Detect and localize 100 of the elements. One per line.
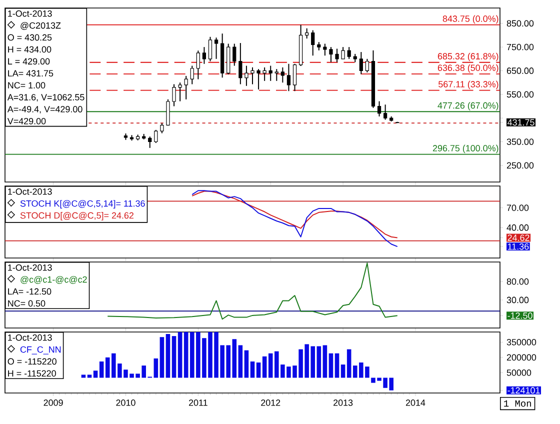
candlestick	[154, 129, 158, 144]
candlestick	[359, 52, 363, 75]
bar	[238, 345, 243, 378]
candlestick	[292, 63, 297, 92]
candlestick	[329, 46, 333, 63]
y-tick-label: 350.00	[506, 138, 534, 145]
annotation: 1-Oct-2013	[8, 10, 52, 17]
bar	[178, 332, 182, 378]
candlestick	[341, 46, 345, 60]
bar	[346, 349, 352, 378]
text: CF_C_NN	[20, 346, 61, 354]
candlestick	[268, 65, 272, 82]
candlestick	[148, 136, 152, 148]
candlestick	[190, 65, 194, 85]
bar	[328, 353, 334, 378]
y-tick-label: 40.00	[506, 224, 529, 231]
ref-line-label: 636.38 (50.0%)	[438, 64, 498, 73]
x-tick-label: 2009	[44, 400, 63, 406]
x-tick-label: 2013	[334, 400, 353, 406]
candlestick	[172, 84, 176, 107]
bar	[81, 374, 86, 378]
candlestick	[256, 68, 260, 90]
bar	[172, 336, 176, 378]
y-tick-label: -12.50	[508, 312, 532, 319]
y-tick-label: 80.00	[506, 278, 529, 285]
candlestick	[305, 28, 309, 40]
bar	[334, 353, 340, 378]
annotation: H = 434.00	[8, 46, 52, 53]
line-series	[107, 262, 398, 320]
ref-line-label: 567.11 (33.3%)	[438, 80, 498, 90]
y-tick-label: -124101	[508, 387, 540, 394]
candlestick	[286, 63, 291, 92]
x-tick-label: 2012	[261, 400, 280, 406]
legend-label: @C2013Z	[20, 22, 61, 30]
candlestick	[232, 43, 236, 66]
annotation: A=-49.4, V=429.00	[7, 106, 82, 114]
text: STOCH K[@C@C,5,14]= 11.36	[20, 200, 145, 208]
annotation: A=31.6, V=1062.55	[7, 94, 84, 102]
bar	[99, 361, 104, 378]
bar	[256, 362, 261, 378]
annotation: LA= 431.75	[8, 70, 54, 77]
bar	[340, 364, 346, 378]
candlestick	[347, 46, 351, 60]
annotation: 1-Oct-2013	[8, 264, 52, 271]
candlestick	[178, 82, 182, 102]
bar	[166, 334, 170, 378]
candlestick	[280, 66, 284, 84]
candlestick	[196, 50, 200, 80]
bar	[262, 356, 267, 378]
candlestick	[202, 46, 206, 64]
candlestick	[377, 100, 382, 117]
x-axis-title: 1 Mon	[504, 400, 531, 407]
candlestick	[323, 43, 327, 56]
y-tick-label: 350000	[506, 338, 536, 346]
y-tick-label: 650.00	[506, 68, 534, 74]
candlestick	[214, 37, 218, 60]
bar	[316, 346, 322, 378]
candlestick	[238, 42, 242, 85]
text: STOCH D[@C@C,5]= 24.62	[20, 212, 134, 220]
bar	[154, 358, 158, 378]
y-tick-label: 11.36	[508, 243, 529, 250]
candlestick	[335, 48, 339, 63]
y-tick-label: 550.00	[506, 91, 534, 98]
bar	[322, 345, 328, 378]
candlestick	[262, 66, 266, 82]
annotation: L = 429.00	[8, 58, 50, 65]
candlestick	[383, 104, 388, 120]
bar	[93, 370, 98, 378]
y-tick-label: 200000	[506, 354, 536, 361]
annotation: H = -115220	[8, 370, 56, 377]
candlestick	[184, 75, 188, 100]
bar	[184, 332, 188, 378]
candlestick	[160, 122, 164, 134]
annotation: V=429.00	[7, 118, 46, 124]
annotation: LA= -12.50	[8, 288, 52, 295]
x-tick-label: 2010	[116, 400, 136, 406]
annotation: O = -115220	[8, 358, 56, 365]
candlestick	[166, 98, 170, 126]
annotation: NC= 1.00	[8, 82, 46, 88]
annotation: 1-Oct-2013	[8, 188, 52, 195]
y-tick-label: 850.00	[506, 20, 534, 27]
candlestick	[274, 68, 278, 82]
candlestick	[208, 36, 212, 62]
y-tick-label: 50000	[506, 369, 532, 376]
ref-line-label: 843.75 (0.0%)	[442, 15, 498, 24]
ref-line-label: 685.32 (61.8%)	[438, 52, 498, 62]
annotation: 1-Oct-2013	[8, 334, 52, 341]
bar	[244, 350, 249, 378]
y-tick-label: 24.62	[508, 234, 530, 241]
candlestick	[250, 66, 254, 85]
x-tick-label: 2011	[188, 400, 208, 406]
candlestick	[365, 58, 370, 73]
annotation: NC= 0.50	[8, 300, 46, 307]
x-tick-label: 2014	[406, 400, 426, 406]
ref-line-label: 477.26 (67.0%)	[438, 102, 498, 110]
text: @c@c1-@c@c2	[20, 276, 87, 284]
bar	[160, 337, 164, 378]
ref-line-label: 296.75 (100.0%)	[432, 144, 498, 154]
y-tick-label: 431.75	[508, 119, 534, 126]
y-tick-label: 70.00	[506, 204, 529, 211]
